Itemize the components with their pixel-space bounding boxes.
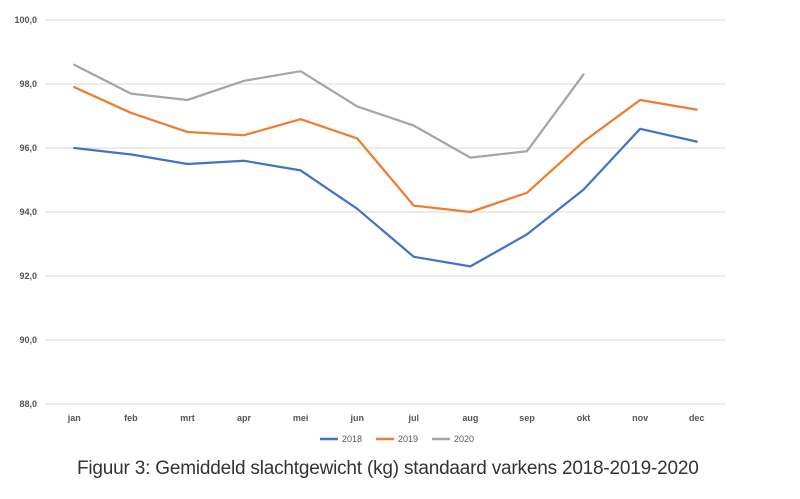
- x-tick-label: apr: [237, 413, 252, 423]
- x-tick-label: mrt: [180, 413, 195, 423]
- y-tick-label: 94,0: [19, 207, 37, 217]
- legend-label-2020: 2020: [454, 434, 474, 444]
- series-line-2018: [73, 127, 698, 268]
- x-tick-label: sep: [519, 413, 535, 423]
- legend-label-2018: 2018: [342, 434, 362, 444]
- y-tick-label: 88,0: [19, 399, 37, 409]
- figure-caption: Figuur 3: Gemiddeld slachtgewicht (kg) s…: [77, 458, 699, 479]
- y-tick-label: 92,0: [19, 271, 37, 281]
- x-tick-label: feb: [124, 413, 138, 423]
- series-line-2019: [73, 86, 698, 214]
- x-tick-label: aug: [462, 413, 478, 423]
- x-tick-label: mei: [293, 413, 309, 423]
- chart-area: 88,0 90,0 92,0 94,0 96,0 98,0 100,0 jan feb mrt ap…: [14, 15, 725, 444]
- x-tick-label: jun: [349, 413, 364, 423]
- y-tick-label: 100,0: [14, 15, 37, 25]
- series-line-2020: [73, 63, 585, 159]
- x-tick-label: dec: [689, 413, 705, 423]
- legend-label-2019: 2019: [398, 434, 418, 444]
- y-tick-label: 90,0: [19, 335, 37, 345]
- line-chart: 88,0 90,0 92,0 94,0 96,0 98,0 100,0 jan feb mrt ap…: [14, 15, 725, 444]
- y-tick-label: 98,0: [19, 79, 37, 89]
- x-tick-label: okt: [577, 413, 591, 423]
- y-tick-label: 96,0: [19, 143, 37, 153]
- x-tick-label: jan: [67, 413, 81, 423]
- x-tick-label: jul: [408, 413, 420, 423]
- x-tick-label: nov: [632, 413, 648, 423]
